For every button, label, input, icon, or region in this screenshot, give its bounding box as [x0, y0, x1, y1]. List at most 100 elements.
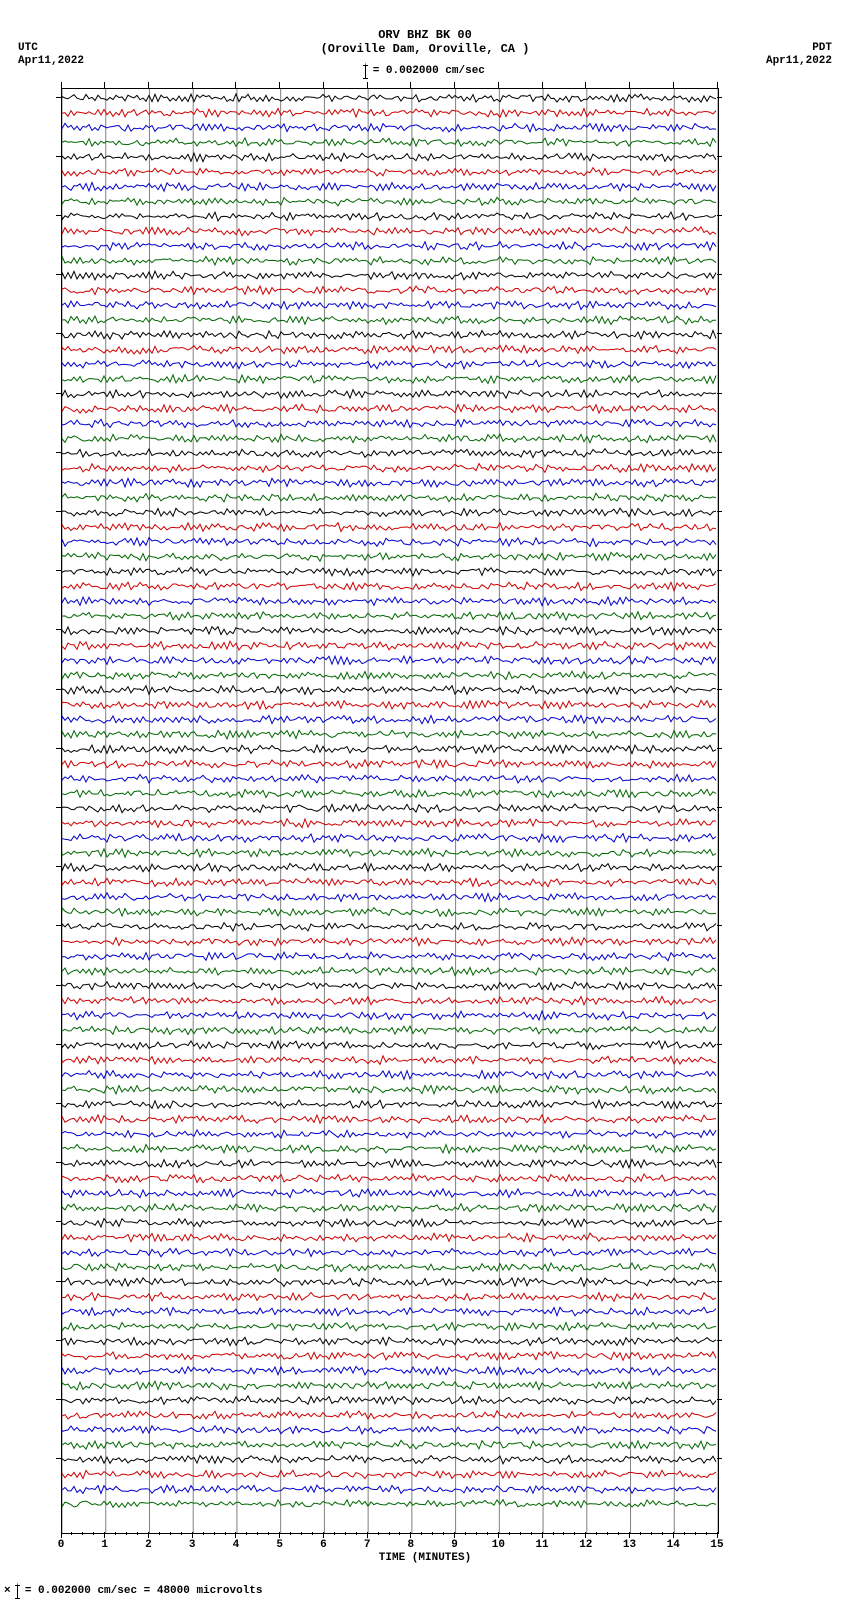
y-tick — [56, 570, 61, 571]
x-tick-label: 14 — [667, 1539, 680, 1551]
x-tick-label: 7 — [364, 1539, 371, 1551]
tz-left-label: UTC — [18, 42, 38, 54]
y-tick — [717, 1162, 722, 1163]
x-tick-label: 13 — [623, 1539, 636, 1551]
x-subtick — [607, 1532, 608, 1535]
y-tick — [56, 1340, 61, 1341]
x-subtick — [487, 1532, 488, 1535]
y-tick — [717, 1399, 722, 1400]
x-tick — [629, 1532, 630, 1538]
x-tick-top — [585, 82, 586, 88]
y-tick — [717, 333, 722, 334]
x-subtick — [695, 1532, 696, 1535]
x-tick — [454, 1532, 455, 1538]
x-tick-top — [629, 82, 630, 88]
y-tick — [56, 333, 61, 334]
y-tick — [56, 807, 61, 808]
x-tick-label: 8 — [408, 1539, 415, 1551]
x-subtick — [465, 1532, 466, 1535]
x-subtick — [706, 1532, 707, 1535]
x-tick — [410, 1532, 411, 1538]
x-subtick — [509, 1532, 510, 1535]
x-subtick — [334, 1532, 335, 1535]
x-subtick — [82, 1532, 83, 1535]
x-tick-top — [104, 82, 105, 88]
x-tick-top — [61, 82, 62, 88]
x-tick-label: 2 — [145, 1539, 152, 1551]
footer-prefix: × — [4, 1585, 11, 1597]
y-tick — [56, 452, 61, 453]
y-tick — [717, 1340, 722, 1341]
x-subtick — [640, 1532, 641, 1535]
y-tick — [717, 215, 722, 216]
x-tick-top — [498, 82, 499, 88]
x-subtick — [268, 1532, 269, 1535]
y-tick — [717, 1044, 722, 1045]
x-subtick — [432, 1532, 433, 1535]
y-tick — [56, 1162, 61, 1163]
y-tick — [56, 1103, 61, 1104]
x-subtick — [214, 1532, 215, 1535]
y-tick — [56, 1044, 61, 1045]
y-tick — [56, 985, 61, 986]
x-tick-label: 6 — [320, 1539, 327, 1551]
x-tick-label: 15 — [710, 1539, 723, 1551]
y-tick — [717, 925, 722, 926]
y-tick — [56, 1221, 61, 1222]
seismogram-plot: 07:0000:1508:0001:1509:0002:1510:0003:15… — [61, 88, 719, 1534]
y-tick — [56, 866, 61, 867]
x-tick-label: 0 — [58, 1539, 65, 1551]
y-tick — [717, 629, 722, 630]
x-tick-top — [235, 82, 236, 88]
y-tick — [717, 689, 722, 690]
y-tick — [56, 629, 61, 630]
y-tick — [717, 866, 722, 867]
x-tick-label: 1 — [101, 1539, 108, 1551]
x-tick — [61, 1532, 62, 1538]
x-tick — [323, 1532, 324, 1538]
x-tick-label: 5 — [276, 1539, 283, 1551]
x-subtick — [246, 1532, 247, 1535]
x-subtick — [476, 1532, 477, 1535]
x-tick — [673, 1532, 674, 1538]
x-subtick — [399, 1532, 400, 1535]
x-tick — [235, 1532, 236, 1538]
x-tick — [192, 1532, 193, 1538]
x-tick-top — [279, 82, 280, 88]
y-tick — [56, 1281, 61, 1282]
station-location: (Oroville Dam, Oroville, CA ) — [0, 42, 850, 56]
x-subtick — [618, 1532, 619, 1535]
x-tick-top — [410, 82, 411, 88]
scale-info: = 0.002000 cm/sec — [0, 62, 850, 78]
footer-text: = 0.002000 cm/sec = 48000 microvolts — [25, 1585, 263, 1597]
x-axis-label: TIME (MINUTES) — [0, 1552, 850, 1564]
x-subtick — [71, 1532, 72, 1535]
x-tick — [104, 1532, 105, 1538]
y-tick — [56, 748, 61, 749]
x-tick-top — [454, 82, 455, 88]
y-tick — [717, 97, 722, 98]
x-subtick — [651, 1532, 652, 1535]
x-tick-top — [717, 82, 718, 88]
tz-right-label: PDT — [812, 42, 832, 54]
y-tick — [56, 215, 61, 216]
x-subtick — [126, 1532, 127, 1535]
x-tick — [148, 1532, 149, 1538]
y-tick — [56, 689, 61, 690]
x-subtick — [181, 1532, 182, 1535]
y-tick — [56, 511, 61, 512]
x-tick — [279, 1532, 280, 1538]
y-tick — [56, 274, 61, 275]
y-tick — [717, 807, 722, 808]
y-tick — [717, 1221, 722, 1222]
y-tick — [56, 156, 61, 157]
x-subtick — [531, 1532, 532, 1535]
x-subtick — [684, 1532, 685, 1535]
x-subtick — [203, 1532, 204, 1535]
x-subtick — [170, 1532, 171, 1535]
x-tick-label: 4 — [233, 1539, 240, 1551]
x-subtick — [225, 1532, 226, 1535]
scale-text: = 0.002000 cm/sec — [373, 65, 485, 77]
x-subtick — [301, 1532, 302, 1535]
x-tick-top — [542, 82, 543, 88]
